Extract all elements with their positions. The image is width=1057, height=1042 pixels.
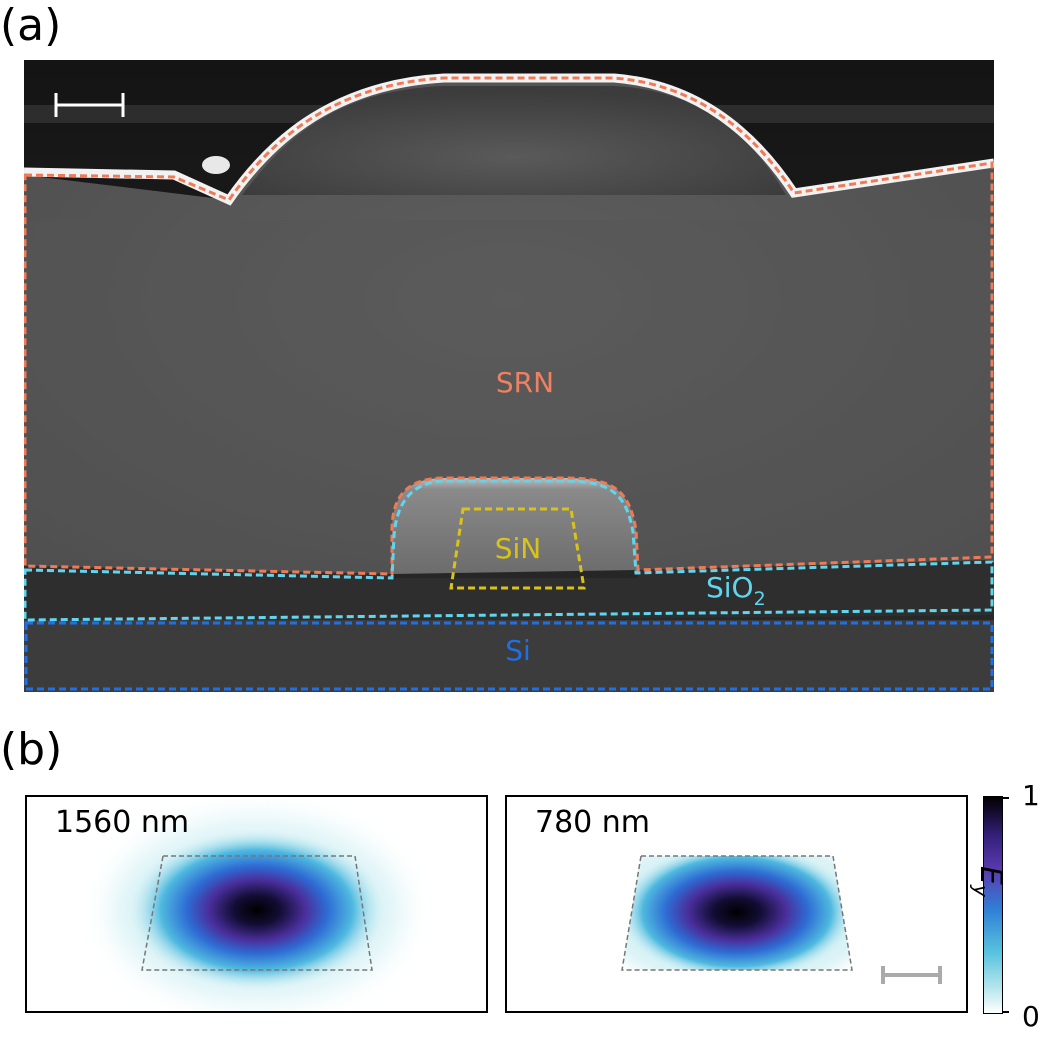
sin-boundary: [621, 855, 853, 971]
wavelength-label: 780 nm: [535, 805, 651, 840]
colorbar-label: Ey: [969, 866, 1008, 897]
colorbar-label-sub: y: [969, 884, 993, 897]
dome: [242, 86, 786, 195]
mode-profile-780nm: 780 nm: [505, 795, 968, 1013]
surface-particle: [202, 156, 230, 174]
si-label: Si: [505, 634, 531, 667]
scale-bar: [881, 966, 942, 984]
wavelength-label: 1560 nm: [55, 805, 190, 840]
si-layer: [24, 620, 994, 692]
colorbar-min-label: 0: [1022, 1000, 1040, 1033]
sin-outline: [449, 507, 586, 590]
colorbar-label-main: E: [973, 866, 1008, 885]
sio2-label: SiO2: [706, 571, 766, 610]
si-outline: [24, 621, 994, 691]
colorbar-tick-max: [1003, 797, 1009, 799]
colorbar-max-label: 1: [1022, 779, 1040, 812]
colorbar-tick-min: [1003, 1011, 1009, 1013]
field-core: [622, 856, 852, 970]
sio2-layer: [24, 560, 994, 625]
mode-profile-1560nm: 1560 nm: [25, 795, 488, 1013]
srn-layer: [24, 78, 994, 574]
sio2-label-main: SiO: [706, 571, 754, 604]
colorbar: [983, 796, 1003, 1014]
sem-cross-section-image: SRN SiN SiO2 Si: [24, 60, 994, 692]
sin-boundary: [141, 855, 373, 971]
scale-bar: [54, 93, 125, 117]
sio2-outline: [24, 479, 994, 622]
srn-outline: [24, 76, 994, 576]
srn-label: SRN: [496, 366, 554, 399]
panel-a-label: (a): [0, 0, 62, 51]
field-core: [129, 830, 385, 990]
mode-field-plot: [112, 818, 402, 1002]
mode-field-plot: [621, 855, 942, 984]
sin-label: SiN: [495, 532, 542, 565]
sio2-label-sub: 2: [754, 588, 766, 610]
panel-b-label: (b): [0, 724, 63, 775]
